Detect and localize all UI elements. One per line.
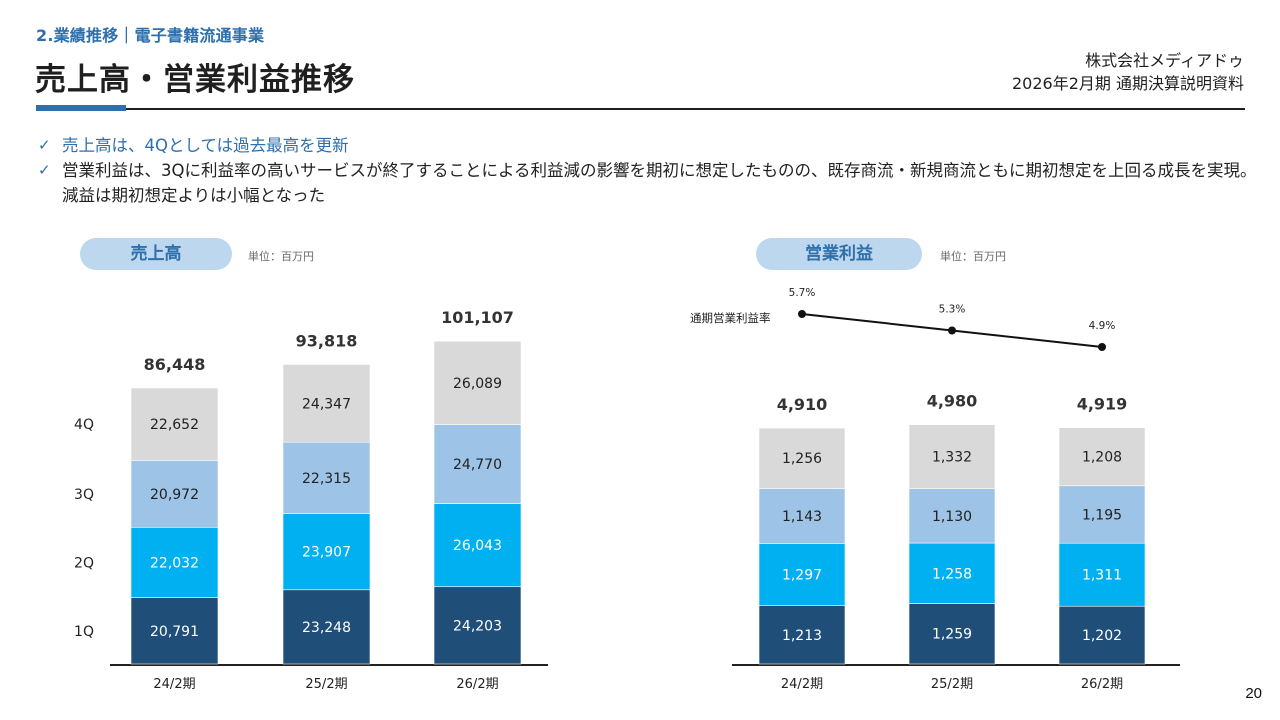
data-label: 24,770 [453, 457, 502, 473]
bullet-text: 営業利益は、3Qに利益率の高いサービスが終了することによる利益減の影響を期初に想… [62, 161, 1257, 205]
bar-segment-4q [1058, 427, 1146, 487]
bar-segment-1q [758, 605, 846, 665]
data-label: 1,213 [782, 628, 822, 644]
data-label: 20,791 [150, 624, 199, 640]
margin-label: 4.9% [1089, 320, 1116, 332]
data-label: 26,043 [453, 538, 502, 554]
data-label: 1,259 [932, 627, 972, 643]
legend-label-3q: 3Q [74, 487, 94, 503]
data-label: 1,297 [782, 568, 822, 584]
bar-segment-4q [908, 424, 996, 490]
total-label: 101,107 [441, 308, 514, 327]
data-label: 23,248 [302, 620, 351, 636]
data-label: 1,130 [932, 509, 972, 525]
page-title: 売上高・営業利益推移 [35, 62, 355, 98]
bar-segment-1q [130, 597, 219, 665]
check-icon: ✓ [38, 136, 51, 154]
bar-segment-2q [1058, 542, 1146, 607]
data-label: 1,258 [932, 566, 972, 582]
x-tick-label: 25/2期 [931, 677, 973, 692]
profit-chart-title: 営業利益 [756, 238, 922, 270]
total-label: 4,919 [1077, 395, 1128, 414]
legend-label-2q: 2Q [74, 555, 94, 571]
bullet-list: ✓ 売上高は、4Qとしては過去最高を更新 ✓ 営業利益は、3Qに利益率の高いサー… [38, 133, 1258, 208]
total-label: 4,980 [927, 392, 978, 411]
data-label: 23,907 [302, 545, 351, 561]
bar-segment-2q [130, 526, 219, 598]
data-label: 26,089 [453, 376, 502, 392]
sales-unit-label: 単位：百万円 [248, 250, 314, 263]
data-label: 24,203 [453, 618, 502, 634]
bar-segment-4q [130, 387, 219, 461]
x-tick-label: 24/2期 [781, 677, 823, 692]
company-name: 株式会社メディアドゥ [1085, 51, 1244, 70]
margin-label: 5.3% [939, 304, 966, 316]
data-label: 20,972 [150, 487, 199, 503]
bar-segment-2q [433, 503, 522, 588]
page-number: 20 [1245, 685, 1262, 702]
margin-point [948, 326, 956, 335]
total-label: 4,910 [777, 395, 828, 414]
margin-point [798, 310, 806, 318]
bar-segment-4q [282, 364, 371, 443]
bullet-item: ✓ 営業利益は、3Qに利益率の高いサービスが終了することによる利益減の影響を期初… [38, 158, 1258, 208]
profit-unit-label: 単位：百万円 [940, 250, 1006, 263]
bar-segment-1q [908, 603, 996, 665]
section-label: 2.業績推移｜電子書籍流通事業 [36, 26, 265, 45]
total-label: 86,448 [144, 355, 206, 374]
bar-segment-4q [758, 427, 846, 489]
bar-segment-2q [758, 543, 846, 606]
x-tick-label: 24/2期 [153, 677, 195, 692]
data-label: 1,143 [782, 509, 822, 525]
margin-series-name: 通期営業利益率 [690, 311, 771, 325]
x-tick-label: 26/2期 [456, 677, 498, 692]
margin-label: 5.7% [789, 287, 816, 299]
bar-segment-3q [130, 460, 219, 528]
bullet-text: 売上高は、4Qとしては過去最高を更新 [62, 136, 349, 155]
data-label: 22,032 [150, 555, 199, 571]
bullet-item: ✓ 売上高は、4Qとしては過去最高を更新 [38, 133, 1258, 158]
margin-point [1098, 343, 1106, 351]
bar-segment-2q [908, 542, 996, 604]
legend-label-1q: 1Q [74, 624, 94, 640]
bar-segment-1q [282, 589, 371, 665]
data-label: 1,332 [932, 450, 972, 466]
total-label: 93,818 [296, 331, 358, 350]
data-label: 1,256 [782, 451, 822, 467]
bar-segment-2q [282, 513, 371, 591]
x-tick-label: 25/2期 [305, 677, 347, 692]
data-label: 22,315 [302, 471, 351, 487]
data-label: 22,652 [150, 417, 199, 433]
data-label: 1,195 [1082, 507, 1122, 523]
check-icon: ✓ [38, 161, 51, 179]
document-name: 2026年2月期 通期決算説明資料 [1012, 74, 1244, 93]
data-label: 1,202 [1082, 628, 1122, 644]
operating-profit-chart: 1,213 1,297 1,143 1,256 4,910 24/2期 1,259 1,258… [690, 287, 1180, 692]
data-label: 1,311 [1082, 568, 1122, 584]
company-info: 株式会社メディアドゥ 2026年2月期 通期決算説明資料 [1012, 49, 1244, 95]
title-rule [36, 108, 1245, 110]
bar-segment-3q [433, 424, 522, 504]
bar-segment-1q [1058, 605, 1146, 665]
title-accent-bar [36, 105, 126, 111]
bar-segment-1q [433, 586, 522, 665]
bar-segment-3q [1058, 485, 1146, 544]
bar-segment-4q [433, 340, 522, 425]
data-label: 1,208 [1082, 450, 1122, 466]
bar-segment-3q [282, 441, 371, 514]
sales-chart-title: 売上高 [80, 238, 232, 270]
legend-label-4q: 4Q [74, 417, 94, 433]
bar-segment-3q [758, 488, 846, 544]
data-label: 24,347 [302, 396, 351, 412]
x-tick-label: 26/2期 [1081, 677, 1123, 692]
sales-chart: 20,791 22,032 20,972 22,652 86,448 24/2期 23,24… [74, 308, 548, 692]
bar-segment-3q [908, 488, 996, 544]
